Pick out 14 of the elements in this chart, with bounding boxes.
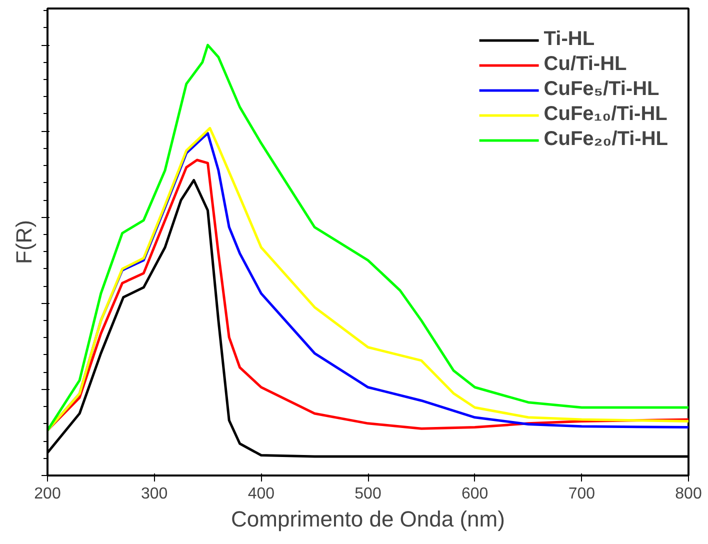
x-tick-label: 500 xyxy=(354,486,382,502)
x-tick-label: 400 xyxy=(248,486,275,502)
x-tick-label: 200 xyxy=(34,486,61,502)
legend-label: CuFe₂₀/Ti-HL xyxy=(544,128,668,151)
x-tick-label: 300 xyxy=(140,486,168,502)
x-tick-label: 700 xyxy=(568,486,596,502)
legend-label: Cu/Ti-HL xyxy=(544,53,627,76)
x-axis-title: Comprimento de Onda (nm) xyxy=(231,506,505,532)
x-tick-label: 600 xyxy=(461,486,488,502)
legend-label: CuFe₅/Ti-HL xyxy=(544,78,660,101)
y-axis-title: F(R) xyxy=(12,220,36,264)
legend-label: CuFe₁₀/Ti-HL xyxy=(544,103,668,126)
legend-label: Ti-HL xyxy=(544,28,595,51)
x-tick-label: 800 xyxy=(675,486,702,502)
